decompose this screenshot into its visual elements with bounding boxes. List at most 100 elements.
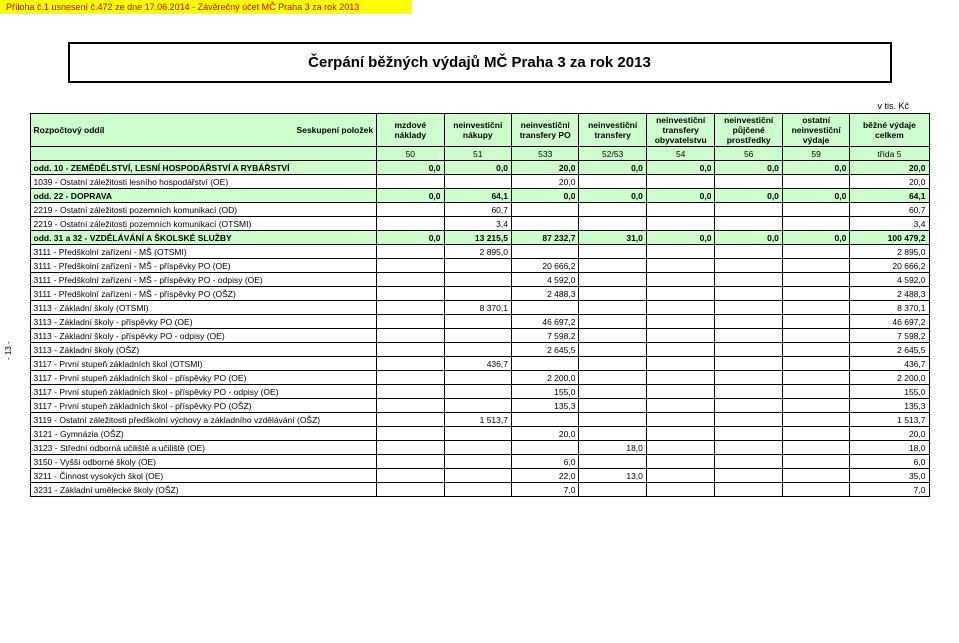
cell-value — [646, 371, 715, 385]
row-name: 3121 - Gymnázia (OŠZ) — [30, 427, 377, 441]
cell-value: 22,0 — [511, 469, 578, 483]
cell-value — [715, 287, 782, 301]
col-num: 51 — [444, 147, 511, 161]
cell-value: 8 370,1 — [850, 301, 929, 315]
cell-value — [377, 455, 444, 469]
row-name: 3117 - První stupeň základních škol - př… — [30, 399, 377, 413]
cell-value: 135,3 — [511, 399, 578, 413]
cell-value — [511, 441, 578, 455]
cell-value: 3,4 — [850, 217, 929, 231]
cell-value — [715, 315, 782, 329]
cell-value — [715, 217, 782, 231]
cell-value — [715, 259, 782, 273]
row-name: 3111 - Předškolní zařízení - MŠ - příspě… — [30, 287, 377, 301]
cell-value — [715, 441, 782, 455]
cell-value — [444, 385, 511, 399]
cell-value — [715, 175, 782, 189]
cell-value — [579, 315, 646, 329]
col-num: 50 — [377, 147, 444, 161]
cell-value: 0,0 — [377, 189, 444, 203]
col-header-4: neinvestiční transfery — [579, 114, 646, 147]
row-name: 3113 - Základní školy (OŠZ) — [30, 343, 377, 357]
cell-value — [782, 329, 849, 343]
cell-value — [782, 175, 849, 189]
cell-value: 0,0 — [377, 231, 444, 245]
cell-value: 3,4 — [444, 217, 511, 231]
cell-value — [715, 273, 782, 287]
cell-value — [646, 245, 715, 259]
cell-value — [444, 483, 511, 497]
cell-value — [715, 371, 782, 385]
cell-value: 155,0 — [511, 385, 578, 399]
cell-value: 0,0 — [646, 231, 715, 245]
cell-value — [377, 175, 444, 189]
col-header-3: neinvestiční transfery PO — [511, 114, 578, 147]
cell-value — [579, 483, 646, 497]
cell-value — [782, 469, 849, 483]
table-row: 3113 - Základní školy (OTSMI)8 370,18 37… — [30, 301, 929, 315]
cell-value — [782, 385, 849, 399]
cell-value: 2 200,0 — [511, 371, 578, 385]
table-row: 3117 - První stupeň základních škol - př… — [30, 399, 929, 413]
cell-value: 2 488,3 — [850, 287, 929, 301]
cell-value — [444, 469, 511, 483]
cell-value: 20,0 — [850, 175, 929, 189]
row-name: 2219 - Ostatní záležitosti pozemních kom… — [30, 203, 377, 217]
cell-value: 20 666,2 — [850, 259, 929, 273]
table-row: 3117 - První stupeň základních škol - př… — [30, 371, 929, 385]
table-row: 3150 - Vyšší odborné školy (OE)6,06,0 — [30, 455, 929, 469]
cell-value — [715, 203, 782, 217]
cell-value: 4 592,0 — [511, 273, 578, 287]
cell-value: 2 200,0 — [850, 371, 929, 385]
table-row: 3111 - Předškolní zařízení - MŠ - příspě… — [30, 287, 929, 301]
unit-label: v tis. Kč — [0, 101, 909, 111]
cell-value — [444, 329, 511, 343]
page-title: Čerpání běžných výdajů MČ Praha 3 za rok… — [68, 42, 892, 83]
cell-value — [444, 399, 511, 413]
col-num: 54 — [646, 147, 715, 161]
cell-value — [646, 483, 715, 497]
table-row: 3113 - Základní školy - příspěvky PO - o… — [30, 329, 929, 343]
table-row: odd. 10 - ZEMĚDĚLSTVÍ, LESNÍ HOSPODÁŘSTV… — [30, 161, 929, 175]
table-row: 3117 - První stupeň základních škol - př… — [30, 385, 929, 399]
cell-value — [782, 273, 849, 287]
table-row: 3211 - Činnost vysokých škol (OE)22,013,… — [30, 469, 929, 483]
col-num: třída 5 — [850, 147, 929, 161]
cell-value — [715, 483, 782, 497]
col-header-7: ostatní neinvestiční výdaje — [782, 114, 849, 147]
cell-value — [377, 427, 444, 441]
cell-value: 20,0 — [850, 161, 929, 175]
cell-value — [377, 315, 444, 329]
cell-value — [646, 455, 715, 469]
cell-value — [782, 357, 849, 371]
cell-value: 20,0 — [511, 175, 578, 189]
cell-value: 0,0 — [715, 231, 782, 245]
cell-value — [782, 259, 849, 273]
cell-value — [377, 245, 444, 259]
table-row: 3231 - Základní umělecké školy (OŠZ)7,07… — [30, 483, 929, 497]
cell-value — [444, 343, 511, 357]
cell-value — [646, 413, 715, 427]
cell-value: 46 697,2 — [511, 315, 578, 329]
cell-value — [715, 399, 782, 413]
cell-value: 0,0 — [444, 161, 511, 175]
cell-value — [782, 315, 849, 329]
cell-value: 436,7 — [850, 357, 929, 371]
cell-value — [646, 357, 715, 371]
cell-value: 2 895,0 — [850, 245, 929, 259]
col-num-blank — [30, 147, 377, 161]
cell-value — [715, 245, 782, 259]
cell-value: 0,0 — [715, 189, 782, 203]
cell-value — [782, 371, 849, 385]
cell-value — [646, 385, 715, 399]
cell-value — [579, 287, 646, 301]
cell-value: 0,0 — [782, 161, 849, 175]
cell-value: 7 598,2 — [511, 329, 578, 343]
cell-value: 2 645,5 — [511, 343, 578, 357]
row-name: odd. 22 - DOPRAVA — [30, 189, 377, 203]
cell-value: 64,1 — [444, 189, 511, 203]
col-num: 56 — [715, 147, 782, 161]
row-name: 3113 - Základní školy - příspěvky PO (OE… — [30, 315, 377, 329]
cell-value — [444, 315, 511, 329]
row-name: 3117 - První stupeň základních škol - př… — [30, 385, 377, 399]
